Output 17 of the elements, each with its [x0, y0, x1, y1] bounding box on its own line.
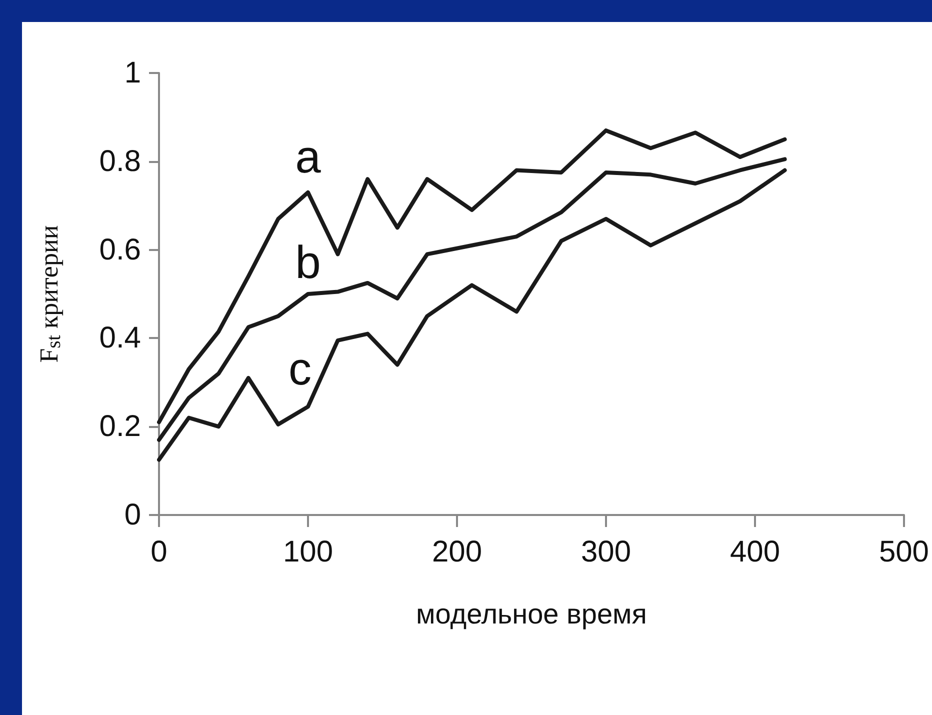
y-tick-label: 0.6: [99, 233, 141, 266]
series-label: b: [295, 236, 321, 288]
x-tick-label: 200: [432, 536, 482, 568]
x-tick-label: 0: [150, 536, 168, 568]
series-label: a: [295, 130, 322, 182]
series-label: c: [288, 342, 312, 395]
y-axis-title: Fst критерии: [34, 225, 65, 363]
y-tick-label: 1: [124, 56, 141, 90]
y-tick-label: 0.8: [99, 144, 141, 178]
y-tick-label: 0: [124, 498, 141, 532]
x-tick-label: 500: [878, 536, 930, 568]
x-tick-label: 100: [282, 536, 334, 568]
y-tick-label: 0.2: [99, 410, 141, 444]
x-tick-label: 400: [730, 536, 780, 568]
y-tick-label: 0.4: [99, 322, 141, 355]
x-tick-label: 300: [580, 536, 632, 568]
x-axis-title: модельное время: [416, 598, 647, 630]
